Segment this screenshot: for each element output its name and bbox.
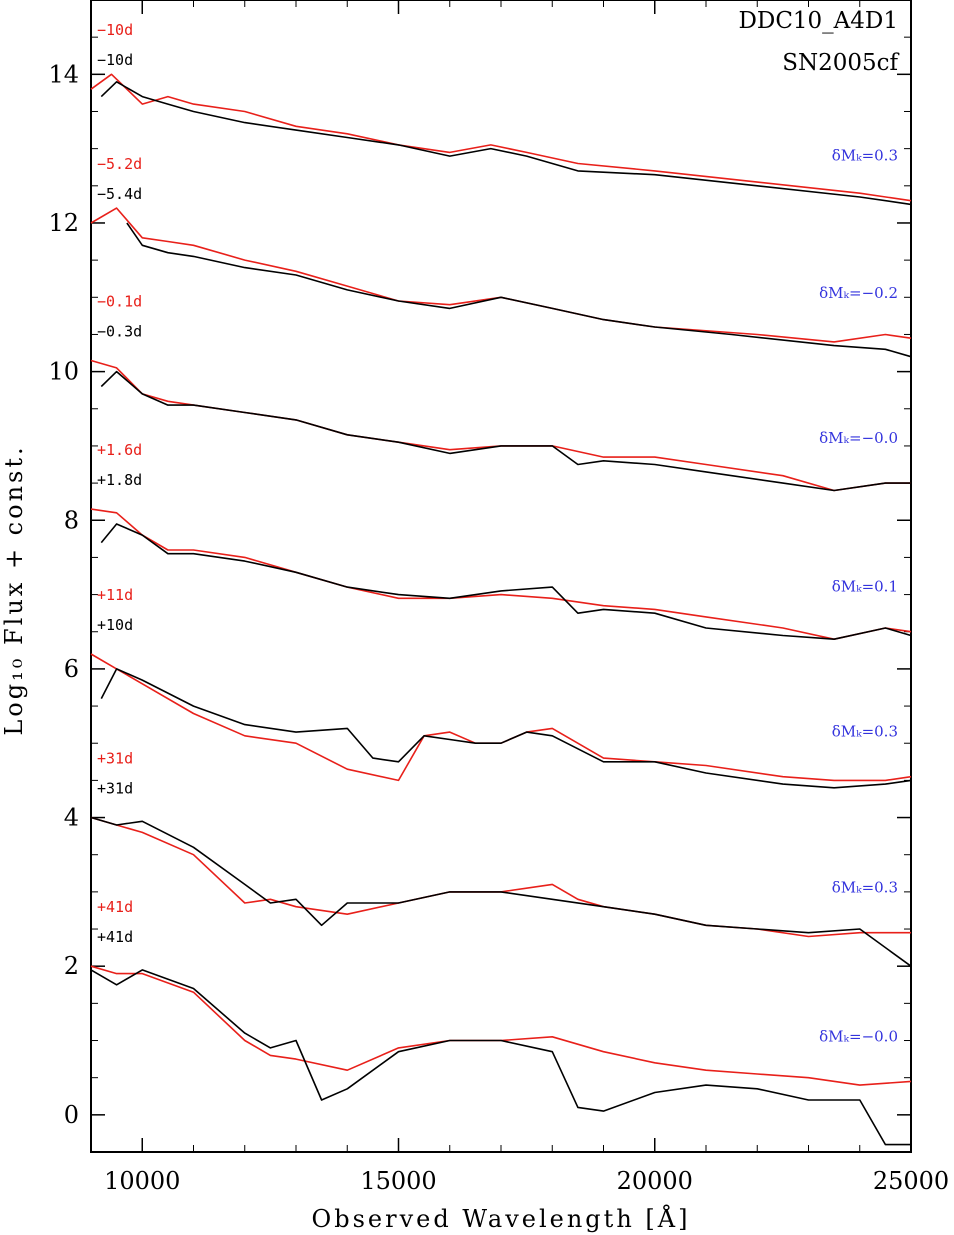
observed-spectrum-line [100, 668, 912, 789]
model-epoch-label: +31d [97, 750, 133, 768]
model-spectrum-line [90, 653, 912, 782]
model-spectrum-line [90, 508, 912, 641]
magnitude-offset-label: δMₖ=0.3 [832, 147, 898, 165]
x-tick-label: 20000 [617, 1167, 693, 1195]
magnitude-offset-label: δMₖ=0.3 [832, 723, 898, 741]
y-tick-label: 4 [64, 804, 79, 832]
observed-spectrum-line [126, 222, 912, 358]
observed-spectrum-line [100, 523, 912, 641]
model-spectrum-line [90, 207, 912, 343]
model-spectrum-line [90, 965, 912, 1086]
model-epoch-label: +1.6d [97, 441, 142, 459]
observed-spectrum-line [100, 370, 911, 492]
observed-epoch-label: −5.4d [97, 185, 142, 203]
model-epoch-label: −10d [97, 21, 133, 39]
x-tick-label: 10000 [104, 1167, 180, 1195]
magnitude-offset-label: δMₖ=0.3 [832, 879, 898, 897]
axis-ticks: 10000 15000 20000 25000 0 2 4 6 8 10 12 14 [48, 0, 949, 1195]
observed-spectrum-line [90, 816, 912, 967]
y-tick-label: 12 [48, 209, 79, 237]
model-epoch-label: +11d [97, 586, 133, 604]
observed-epoch-label: +41d [97, 928, 133, 946]
y-tick-label: 2 [64, 952, 79, 980]
y-tick-label: 10 [48, 358, 79, 386]
observed-spectrum-line [100, 81, 912, 206]
x-tick-label: 15000 [360, 1167, 436, 1195]
model-epoch-label: +41d [97, 898, 133, 916]
y-tick-label: 14 [48, 60, 79, 88]
legend-model-name: DDC10_A4D1 [738, 8, 898, 34]
spectra-series [90, 73, 912, 1146]
model-epoch-label: −0.1d [97, 292, 142, 310]
observed-epoch-label: −10d [97, 51, 133, 69]
observed-epoch-label: +31d [97, 780, 133, 798]
magnitude-offset-label: δMₖ=0.1 [832, 578, 898, 596]
observed-epoch-label: +10d [97, 616, 133, 634]
x-axis-label: Observed Wavelength [Å] [312, 1204, 691, 1233]
y-tick-label: 8 [64, 506, 79, 534]
legend-observed-name: SN2005cf [782, 50, 899, 76]
y-tick-label: 0 [64, 1101, 79, 1129]
plot-frame [90, 0, 912, 1153]
observed-epoch-label: −0.3d [97, 322, 142, 340]
model-epoch-label: −5.2d [97, 155, 142, 173]
y-axis-label: Log₁₀ Flux + const. [0, 444, 28, 735]
observed-epoch-label: +1.8d [97, 471, 142, 489]
model-spectrum-line [90, 73, 912, 202]
model-spectrum-line [90, 816, 911, 938]
model-spectrum-line [90, 359, 911, 492]
x-tick-label: 25000 [873, 1167, 949, 1195]
epoch-labels: −10d −10d δMₖ=0.3 −5.2d −5.4d δMₖ=−0.2 −0.1d −0… [97, 21, 898, 1045]
y-tick-label: 6 [64, 655, 79, 683]
magnitude-offset-label: δMₖ=−0.0 [819, 1027, 898, 1045]
magnitude-offset-label: δMₖ=−0.0 [819, 429, 898, 447]
magnitude-offset-label: δMₖ=−0.2 [819, 284, 898, 302]
observed-spectrum-line [90, 969, 911, 1146]
